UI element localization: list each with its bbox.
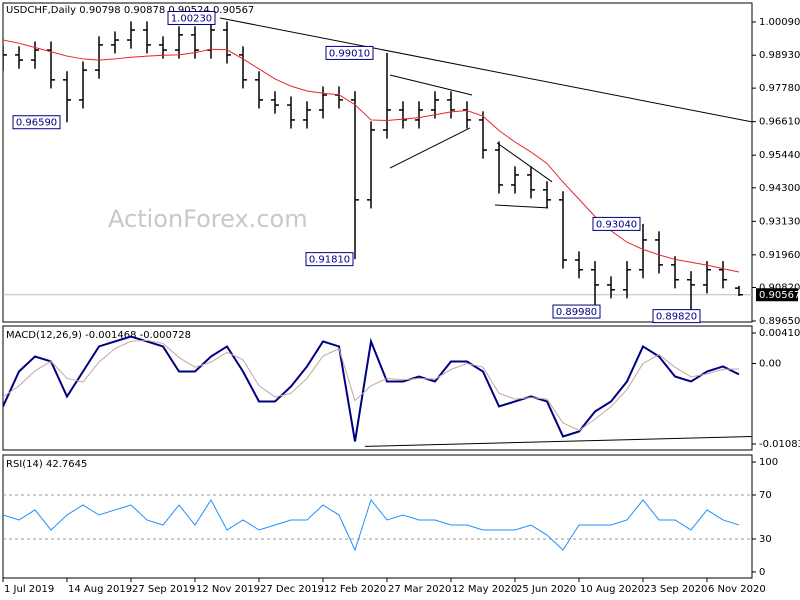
- y-tick-label: -0.010833: [759, 439, 800, 450]
- plot-area: [3, 335, 752, 447]
- watermark: ActionForex.com: [108, 205, 308, 233]
- open-value: 0.90798: [79, 5, 120, 16]
- y-tick-label: 30: [759, 534, 772, 545]
- chart-title: USDCHF,Daily 0.90798 0.90878 0.90524 0.9…: [6, 5, 254, 16]
- x-tick-label: 23 Sep 2020: [644, 584, 707, 595]
- plot-area: [3, 494, 752, 552]
- trendline: [389, 74, 473, 96]
- annotation-box: [167, 10, 216, 25]
- x-tick-label: 1 Jul 2019: [4, 584, 54, 595]
- y-tick-label: 0.00: [759, 358, 781, 369]
- x-tick-label: 10 Aug 2020: [580, 584, 644, 595]
- x-tick-label: 12 May 2020: [452, 584, 517, 595]
- y-tick-label: 0.96610: [759, 117, 800, 128]
- rsi-name: RSI(14): [6, 459, 43, 470]
- macd-title: MACD(12,26,9) -0.001468 -0.000728: [6, 330, 191, 341]
- annotation-label: 0.99010: [329, 48, 370, 59]
- x-tick-label: 27 Mar 2020: [388, 584, 451, 595]
- series-line: [3, 498, 740, 552]
- annotation-label: 0.93040: [596, 219, 637, 230]
- y-tick-label: 70: [759, 490, 772, 501]
- annotation-box: [652, 309, 701, 324]
- y-tick-label: 0.93130: [759, 216, 800, 227]
- annotation-box: [592, 216, 641, 231]
- y-tick-label: 100: [759, 457, 778, 468]
- annotation-label: 0.96590: [16, 118, 57, 129]
- annotation-label: 0.91810: [309, 255, 350, 266]
- macd-name: MACD(12,26,9): [6, 330, 82, 341]
- y-tick-label: 0.89650: [759, 316, 800, 327]
- signal-value: -0.000728: [140, 330, 191, 341]
- panel-frame: [2, 454, 753, 579]
- trendline: [496, 142, 553, 183]
- series-line: [3, 339, 740, 431]
- y-tick-label: 0.98930: [759, 50, 800, 61]
- annotation-box: [305, 252, 354, 267]
- x-tick-label: 27 Dec 2019: [260, 584, 324, 595]
- panel-frame: [2, 2, 753, 323]
- y-tick-label: 0: [759, 567, 765, 578]
- y-tick-label: 0.91960: [759, 250, 800, 261]
- y-tick-label: 0.95440: [759, 150, 800, 161]
- low-value: 0.90524: [168, 5, 209, 16]
- current-price-label: 0.90567: [759, 290, 800, 301]
- panel-frame: [2, 325, 753, 451]
- y-tick-label: 0.004101: [759, 328, 800, 339]
- x-tick-label: 14 Aug 2019: [68, 584, 132, 595]
- trendline: [389, 127, 471, 169]
- y-tick-label: 0.90820: [759, 282, 800, 293]
- macd-value: -0.001468: [85, 330, 136, 341]
- annotation-label: 1.00230: [171, 13, 212, 24]
- y-tick-label: 1.00090: [759, 17, 800, 28]
- trendline: [364, 435, 752, 447]
- x-tick-label: 6 Nov 2020: [708, 584, 766, 595]
- trendline: [494, 204, 549, 209]
- trendline: [219, 17, 752, 123]
- annotation-label: 0.89820: [656, 312, 697, 323]
- plot-area: [3, 17, 752, 317]
- annotation-box: [325, 45, 374, 60]
- annotation-box: [552, 304, 601, 319]
- x-tick-label: 27 Sep 2019: [132, 584, 195, 595]
- y-tick-label: 0.94300: [759, 183, 800, 194]
- x-tick-label: 12 Feb 2020: [324, 584, 386, 595]
- annotation-label: 0.89980: [556, 307, 597, 318]
- x-tick-label: 25 Jun 2020: [516, 584, 576, 595]
- y-tick-label: 0.97780: [759, 83, 800, 94]
- high-value: 0.90878: [124, 5, 165, 16]
- x-tick-label: 12 Nov 2019: [196, 584, 260, 595]
- close-value: 0.90567: [213, 5, 254, 16]
- rsi-value: 42.7645: [46, 459, 87, 470]
- symbol: USDCHF,Daily: [6, 5, 76, 16]
- annotation-box: [12, 115, 61, 130]
- moving-average: [3, 39, 740, 273]
- rsi-title: RSI(14) 42.7645: [6, 459, 87, 470]
- current-price-box: [756, 288, 798, 302]
- series-line: [3, 335, 740, 442]
